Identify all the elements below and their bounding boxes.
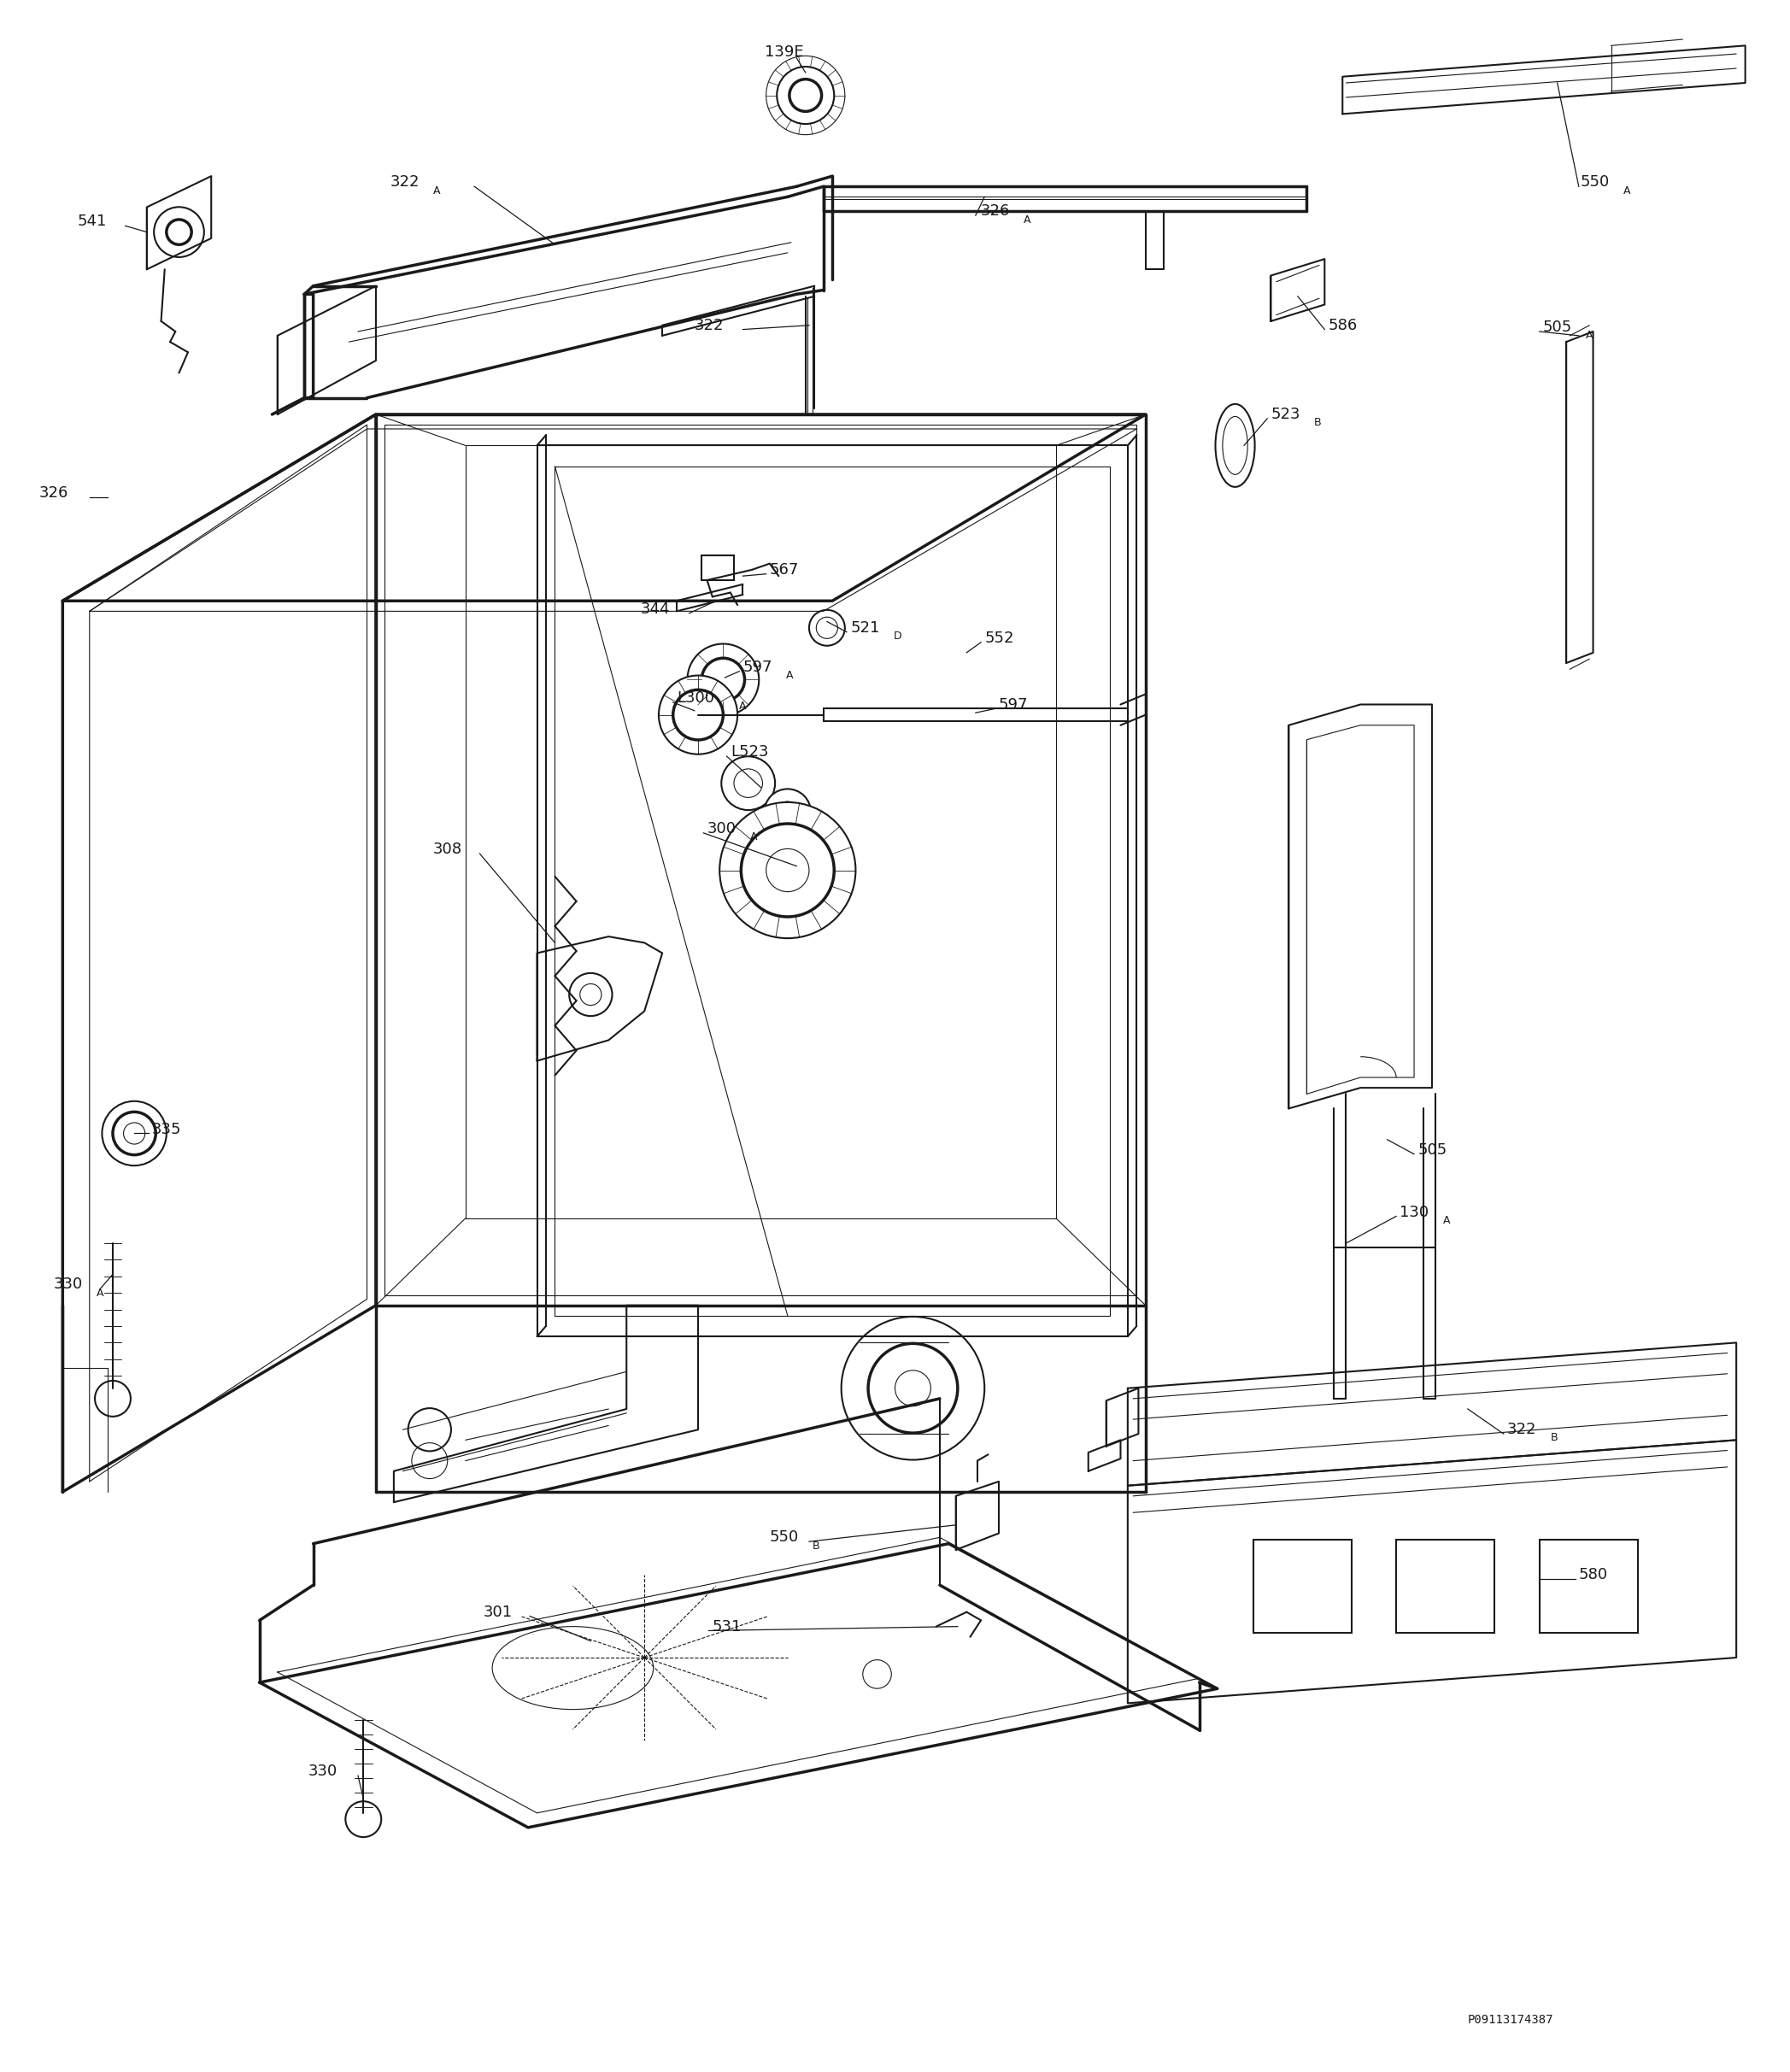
Text: B: B [1314,416,1321,429]
Text: 326: 326 [981,203,1010,220]
Text: 322: 322 [1507,1421,1536,1438]
Circle shape [659,675,737,754]
Text: 523: 523 [1271,406,1300,423]
Text: P09113174387: P09113174387 [1468,2014,1554,2026]
Text: 505: 505 [1418,1142,1446,1158]
Text: 139E: 139E [764,44,804,60]
Text: 330: 330 [54,1276,82,1293]
Text: 308: 308 [433,841,462,858]
Circle shape [102,1100,166,1167]
Text: 541: 541 [77,213,106,230]
Text: 597: 597 [999,696,1027,713]
Bar [1253,1539,1351,1633]
Text: 330: 330 [308,1763,337,1780]
Bar [1396,1539,1495,1633]
Text: A: A [1586,329,1593,342]
Text: A: A [1624,184,1631,197]
Text: 550: 550 [1581,174,1609,191]
Text: L300: L300 [677,690,714,707]
Text: 567: 567 [770,562,798,578]
Circle shape [687,644,759,715]
Text: A: A [97,1287,104,1299]
Circle shape [777,66,834,124]
Text: 301: 301 [483,1604,512,1620]
Text: 130: 130 [1400,1204,1428,1220]
Bar [1539,1539,1638,1633]
Text: A: A [750,831,757,843]
Text: A: A [1443,1214,1450,1227]
Text: A: A [1024,213,1031,226]
Text: 586: 586 [1328,317,1357,334]
Bar [702,555,734,580]
Text: 597: 597 [743,659,771,675]
Text: 550: 550 [770,1529,798,1546]
Text: 344: 344 [641,601,669,617]
Text: B: B [1550,1432,1557,1444]
Text: 326: 326 [39,485,68,501]
Text: A: A [433,184,440,197]
Circle shape [764,789,811,835]
Text: 322: 322 [695,317,723,334]
Text: 552: 552 [984,630,1013,646]
Text: D: D [893,630,902,642]
Text: 300: 300 [707,821,736,837]
Text: 521: 521 [850,620,879,636]
Text: A: A [786,669,793,682]
Text: 322: 322 [390,174,419,191]
Circle shape [721,756,775,810]
Circle shape [720,802,856,939]
Text: 580: 580 [1579,1566,1607,1583]
Text: 505: 505 [1543,319,1572,336]
Circle shape [809,609,845,646]
Text: L523: L523 [730,744,768,760]
Text: B: B [813,1539,820,1552]
Text: 531: 531 [712,1618,741,1635]
Text: 335: 335 [152,1121,181,1138]
Text: A: A [739,700,746,713]
